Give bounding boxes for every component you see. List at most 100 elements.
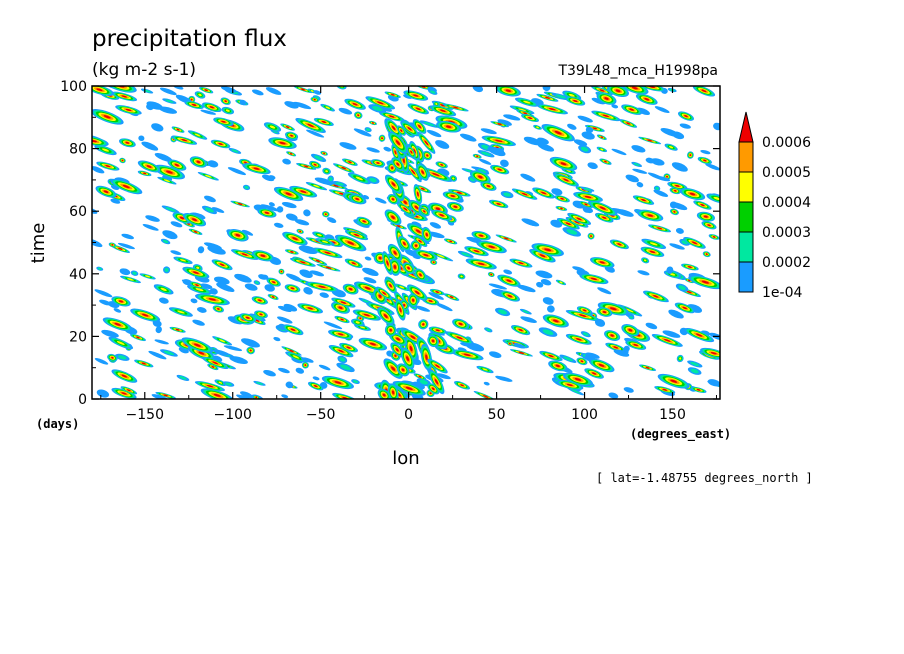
precip-patch	[616, 209, 634, 217]
precip-patch	[92, 166, 105, 174]
precip-patch	[392, 380, 426, 396]
precip-patch	[636, 182, 644, 188]
precip-patch	[254, 310, 268, 319]
precip-patch	[322, 211, 330, 218]
precip-patch	[511, 188, 538, 200]
x-tick-label: 50	[488, 407, 506, 423]
precip-patch	[509, 349, 533, 357]
precip-patch	[412, 119, 427, 134]
precip-patch	[532, 187, 555, 199]
precip-patch	[277, 305, 292, 312]
precip-patch	[503, 114, 521, 121]
precip-patch	[481, 135, 516, 147]
precip-patch	[163, 266, 171, 274]
precip-patch	[538, 327, 558, 337]
precip-patch	[487, 271, 495, 277]
colorbar-label: 0.0002	[762, 255, 811, 271]
precip-patch	[303, 209, 311, 217]
precip-patch	[604, 330, 621, 341]
precip-patch	[319, 292, 329, 298]
precip-patch	[683, 237, 706, 249]
precip-patch	[404, 249, 420, 257]
precip-patch	[199, 86, 214, 94]
precip-patch	[313, 90, 322, 95]
precip-patch	[332, 180, 347, 187]
precip-patch	[328, 345, 354, 358]
precip-patch	[476, 365, 494, 374]
precip-patch	[465, 342, 485, 352]
precip-patch	[693, 200, 712, 210]
precip-patch	[162, 230, 178, 240]
precip-patch	[258, 274, 268, 280]
precip-patch	[547, 305, 555, 313]
precip-patch	[657, 373, 690, 389]
precip-patch	[155, 391, 176, 399]
precip-patch	[428, 250, 454, 262]
precip-patch	[160, 238, 171, 245]
precip-patch	[328, 329, 354, 339]
precip-patch	[281, 394, 289, 399]
precip-patch	[529, 248, 556, 263]
precip-patch	[168, 307, 193, 317]
precip-patch	[581, 131, 595, 140]
precip-patch	[653, 185, 661, 192]
precip-patch	[594, 212, 614, 223]
precip-patch	[465, 258, 497, 270]
precip-patch	[567, 123, 577, 130]
precip-patch	[555, 206, 568, 211]
precip-patch	[585, 126, 594, 134]
precip-patch	[157, 176, 177, 185]
precip-patch	[278, 367, 290, 374]
precip-patch	[471, 230, 491, 241]
precip-patch	[261, 174, 275, 182]
precip-patch	[352, 309, 381, 321]
precip-patch	[445, 331, 474, 345]
precip-patch	[484, 327, 493, 333]
precip-patch	[625, 174, 639, 183]
precip-patch	[277, 316, 293, 324]
precip-patch	[596, 307, 613, 317]
precip-patch	[478, 158, 492, 165]
y-tick-label: 100	[60, 79, 87, 95]
precip-patch	[409, 141, 420, 162]
precip-patch	[537, 137, 549, 145]
precip-patch	[331, 297, 356, 308]
precip-patch	[342, 283, 359, 295]
precip-patch	[686, 151, 694, 159]
colorbar-box	[738, 171, 754, 203]
precip-field	[92, 86, 720, 399]
precip-patch	[664, 143, 678, 151]
precip-patch	[370, 159, 386, 167]
precip-patch	[542, 297, 554, 305]
precip-patch	[653, 189, 669, 197]
precip-patch	[223, 345, 243, 352]
precip-patch	[273, 222, 284, 228]
precip-patch	[668, 309, 684, 319]
precip-patch	[638, 136, 662, 145]
precip-patch	[285, 131, 299, 140]
precip-patch	[684, 278, 695, 284]
precip-patch	[412, 235, 428, 247]
precip-patch	[334, 234, 367, 252]
precip-patch	[631, 161, 643, 168]
precip-patch	[391, 143, 400, 161]
precip-patch	[303, 287, 313, 295]
precip-patch	[322, 167, 331, 175]
precip-patch	[499, 290, 520, 302]
precip-patch	[207, 363, 219, 371]
precip-patch	[531, 243, 564, 257]
precip-patch	[187, 284, 212, 295]
precip-patch	[573, 191, 603, 203]
precip-patch	[324, 237, 343, 247]
precip-patch	[435, 140, 450, 149]
precip-patch	[211, 259, 233, 271]
precip-patch	[442, 103, 469, 112]
precip-patch	[535, 270, 553, 279]
precip-patch	[286, 151, 297, 157]
precip-patch	[194, 91, 206, 99]
precip-patch	[240, 391, 254, 399]
precip-patch	[684, 327, 715, 343]
precip-patch	[674, 302, 695, 314]
precip-patch	[667, 181, 688, 191]
y-axis-units: (days)	[36, 417, 79, 431]
